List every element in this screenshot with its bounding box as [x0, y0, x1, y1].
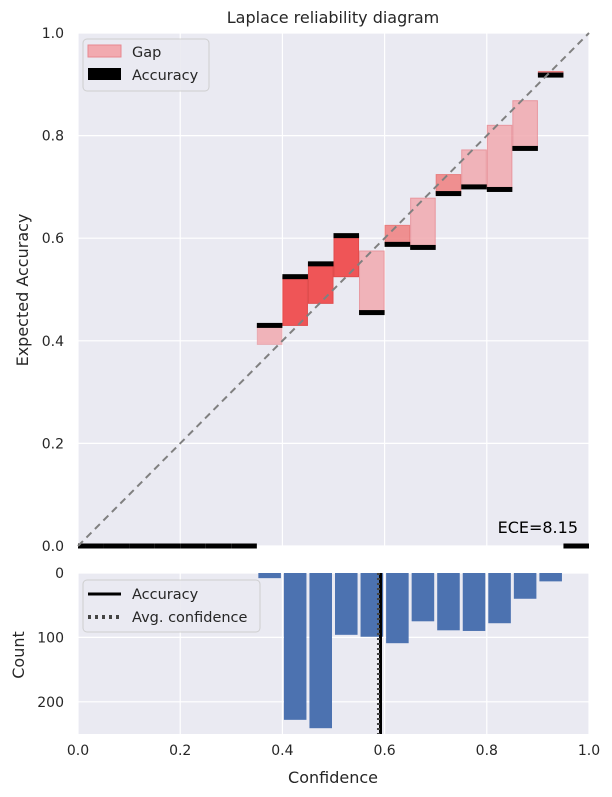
reliability-legend: Gap Accuracy: [82, 38, 210, 92]
accuracy-mark: [78, 543, 104, 549]
accuracy-mark: [410, 244, 436, 250]
gap-bar: [486, 124, 513, 190]
y-tick-label: 1.0: [42, 26, 64, 42]
gap-bar: [410, 197, 436, 248]
accuracy-mark: [486, 186, 513, 192]
accuracy-mark: [307, 261, 334, 267]
accuracy-mark: [282, 274, 308, 280]
accuracy-mark: [129, 543, 155, 549]
count-bar: [411, 573, 435, 622]
count-tick-label: 200: [37, 695, 64, 711]
count-bar: [462, 573, 486, 631]
y-tick-label: 0.6: [42, 231, 64, 247]
reliability-grid: [77, 32, 590, 547]
gap-bar: [512, 100, 538, 149]
gap-bars: [256, 70, 564, 345]
x-axis-label: Confidence: [288, 768, 378, 787]
confidence-axis-ticks: 0.0 0.2 0.4 0.6 0.8 1.0: [67, 743, 600, 759]
accuracy-mark: [103, 543, 130, 549]
y-tick-label: 0.0: [42, 539, 64, 555]
ece-annotation: ECE=8.15: [498, 518, 578, 537]
count-bar: [488, 573, 511, 624]
accuracy-mark: [512, 145, 538, 151]
perfect-calibration-line: [77, 32, 590, 547]
legend-swatch-accuracy: [88, 68, 121, 80]
y-axis-ticks: 0.0 0.2 0.4 0.6 0.8 1.0: [42, 26, 64, 555]
count-bar: [513, 573, 537, 599]
gap-bar: [384, 224, 411, 245]
accuracy-mark: [180, 543, 206, 549]
gap-bar: [359, 250, 385, 314]
histogram-legend: Accuracy Avg. confidence: [82, 579, 261, 633]
count-axis-label: Count: [9, 631, 28, 679]
count-bar: [386, 573, 409, 644]
accuracy-mark: [231, 543, 257, 549]
count-tick-label: 100: [37, 630, 64, 646]
legend-label-gap: Gap: [132, 45, 161, 61]
accuracy-mark: [435, 191, 462, 197]
x-tick-label: 0.4: [271, 743, 293, 759]
accuracy-mark: [461, 184, 487, 190]
chart-title: Laplace reliability diagram: [227, 8, 439, 27]
x-tick-label: 0.6: [373, 743, 395, 759]
accuracy-mark: [333, 233, 360, 239]
count-bar: [437, 573, 460, 631]
x-tick-label: 1.0: [578, 743, 600, 759]
legend-label-accuracy-line: Accuracy: [132, 587, 199, 603]
accuracy-mark: [205, 543, 232, 549]
count-bars: [258, 573, 562, 729]
count-tick-label: 0: [55, 566, 64, 582]
accuracy-mark: [359, 310, 385, 316]
count-bar: [258, 573, 281, 579]
accuracy-mark: [256, 322, 283, 328]
x-tick-label: 0.2: [169, 743, 191, 759]
x-tick-label: 0.0: [67, 743, 89, 759]
accuracy-marks: [78, 72, 589, 549]
legend-label-avg-confidence: Avg. confidence: [132, 610, 248, 626]
gap-bar: [333, 235, 360, 278]
gap-bar: [307, 263, 334, 304]
accuracy-mark: [384, 241, 411, 247]
accuracy-mark: [563, 543, 589, 549]
y-tick-label: 0.4: [42, 334, 64, 350]
count-bar: [309, 573, 332, 729]
legend-label-accuracy: Accuracy: [132, 68, 199, 84]
x-tick-label: 0.8: [476, 743, 498, 759]
y-tick-label: 0.8: [42, 129, 64, 145]
count-bar: [335, 573, 358, 635]
gap-bar: [282, 276, 308, 326]
count-axis-ticks: 0 100 200: [37, 566, 64, 711]
accuracy-mark: [154, 543, 181, 549]
y-axis-label: Expected Accuracy: [13, 214, 32, 367]
count-bar: [539, 573, 562, 582]
count-bar: [283, 573, 307, 720]
gap-bar: [461, 149, 487, 188]
y-tick-label: 0.2: [42, 436, 64, 452]
accuracy-mark: [537, 72, 564, 78]
gap-bar: [256, 324, 283, 345]
gap-bar: [435, 174, 462, 195]
legend-swatch-gap: [87, 44, 122, 58]
